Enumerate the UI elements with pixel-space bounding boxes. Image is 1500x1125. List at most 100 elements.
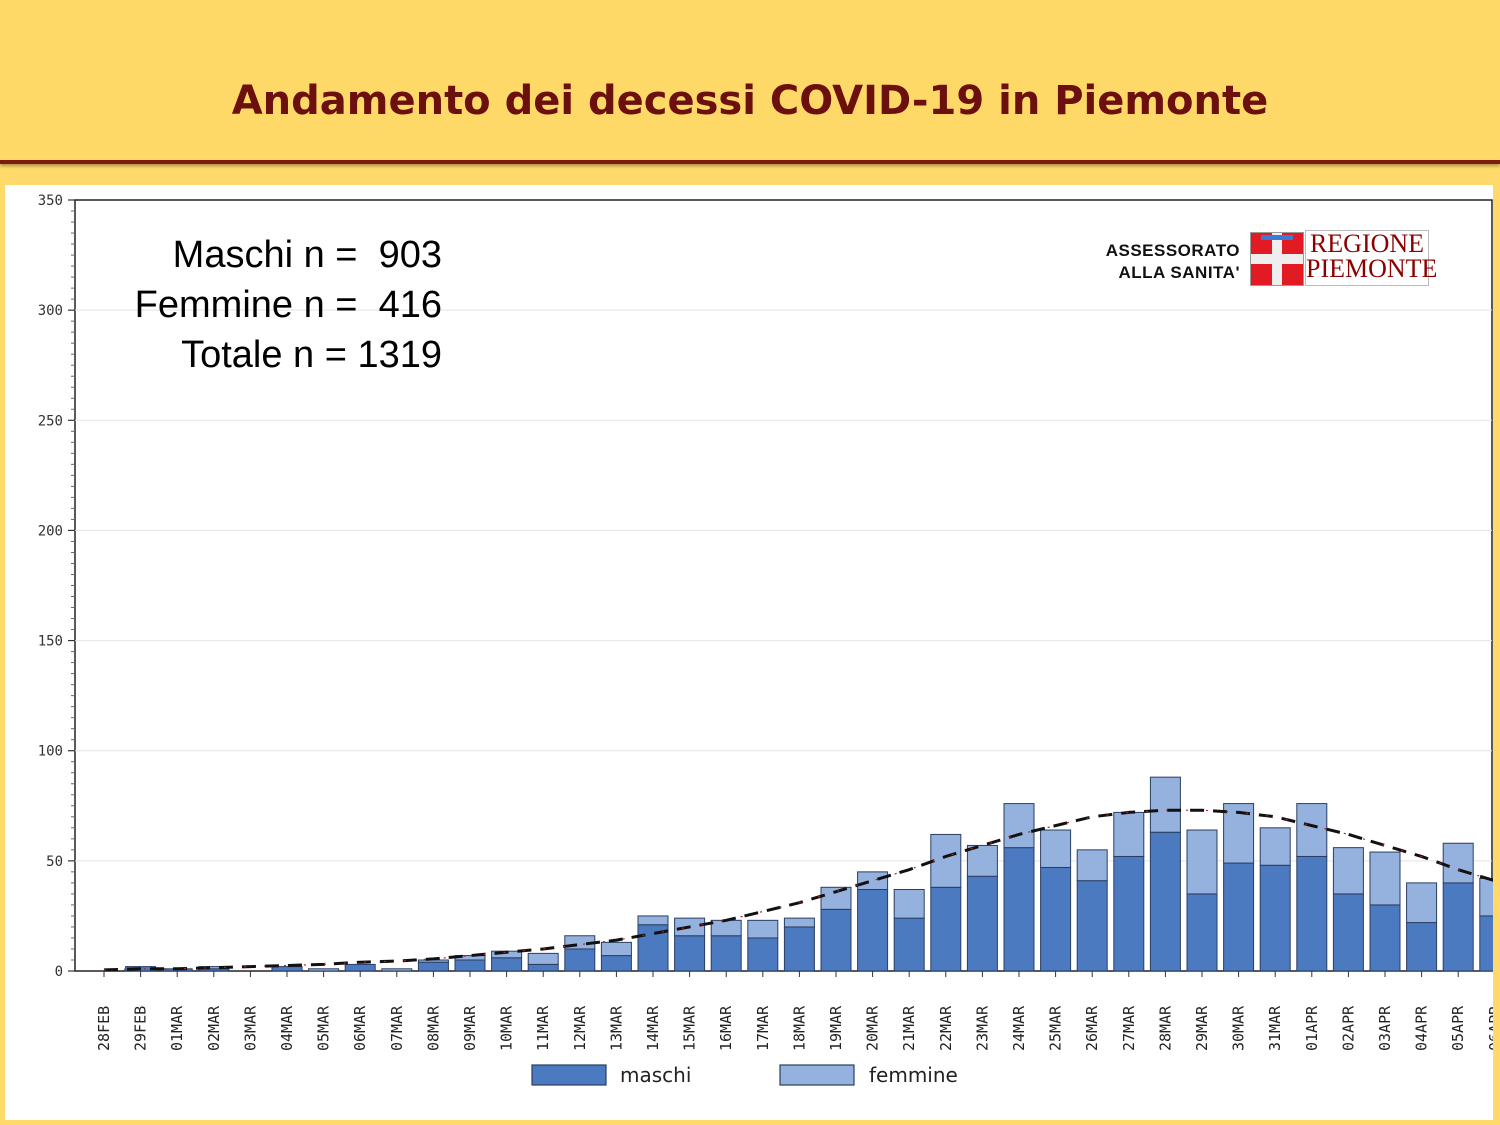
bar-femmine <box>1076 849 1108 882</box>
x-tick-label: 11MAR <box>534 1005 552 1051</box>
x-tick-label: 24MAR <box>1010 1005 1028 1051</box>
x-tick-label: 12MAR <box>571 1005 589 1051</box>
x-tick-label: 01MAR <box>168 1005 186 1051</box>
bar-maschi <box>930 886 962 972</box>
x-tick-label: 25MAR <box>1047 1005 1065 1051</box>
x-tick-label: 20MAR <box>864 1005 882 1051</box>
bar-maschi <box>1259 864 1291 972</box>
x-tick-label: 30MAR <box>1230 1005 1248 1051</box>
bar-femmine <box>710 919 742 937</box>
bar-maschi <box>1186 893 1218 972</box>
stat-femmine: Femmine n = 416 <box>134 284 442 326</box>
trend-line-dots <box>103 809 1493 971</box>
legend-swatch-maschi <box>531 1064 607 1086</box>
x-tick-label: 26MAR <box>1083 1005 1101 1051</box>
regione-wordmark: REGIONE PIEMONTE <box>1305 229 1438 286</box>
legend-label-femmine: femmine <box>869 1063 958 1087</box>
bar-maschi <box>527 963 559 972</box>
bar-femmine <box>308 968 340 972</box>
x-tick-label: 14MAR <box>644 1005 662 1051</box>
bar-maschi <box>344 963 376 972</box>
legend-label-maschi: maschi <box>620 1063 691 1087</box>
y-tick-label: 100 <box>38 744 63 760</box>
x-tick-label: 02APR <box>1339 1005 1357 1051</box>
header-divider <box>0 160 1500 164</box>
wordmark-line1: REGIONE <box>1309 229 1425 258</box>
bar-maschi <box>674 935 706 972</box>
x-tick-label: 04MAR <box>278 1005 296 1051</box>
x-tick-label: 06MAR <box>351 1005 369 1051</box>
bar-femmine <box>1003 803 1035 849</box>
x-tick-label: 27MAR <box>1120 1005 1138 1051</box>
x-tick-label: 19MAR <box>827 1005 845 1051</box>
bar-maschi <box>1113 855 1145 972</box>
plot-frame <box>74 199 1493 972</box>
bar-femmine <box>381 968 413 972</box>
x-tick-label: 02MAR <box>205 1005 223 1051</box>
x-tick-label: 07MAR <box>388 1005 406 1051</box>
wordmark-line2: PIEMONTE <box>1306 254 1438 283</box>
x-tick-label: 21MAR <box>900 1005 918 1051</box>
x-tick-label: 04APR <box>1413 1005 1431 1051</box>
bar-femmine <box>1113 811 1145 857</box>
bar-femmine <box>1259 827 1291 866</box>
x-tick-label: 29MAR <box>1193 1005 1211 1051</box>
bar-maschi <box>1479 915 1493 972</box>
x-tick-label: 17MAR <box>754 1005 772 1051</box>
bar-femmine <box>600 941 632 957</box>
bar-femmine <box>1442 842 1474 884</box>
bar-femmine <box>1040 829 1072 868</box>
x-tick-label: 28MAR <box>1156 1005 1174 1051</box>
bar-femmine <box>1149 776 1181 833</box>
bar-femmine <box>747 919 779 939</box>
x-tick-label: 28FEB <box>95 1006 113 1051</box>
bar-femmine <box>527 952 559 965</box>
page-title: Andamento dei decessi COVID-19 in Piemon… <box>231 78 1269 124</box>
bar-maschi <box>564 948 596 972</box>
stat-totale: Totale n = 1319 <box>181 334 442 376</box>
stats-box: Maschi n = 903 Femmine n = 416 Totale n … <box>60 230 442 380</box>
assessorato-line1: ASSESSORATO <box>1105 241 1240 260</box>
x-tick-label: 05MAR <box>315 1005 333 1051</box>
bar-femmine <box>1479 877 1493 917</box>
bar-maschi <box>820 908 852 972</box>
bar-femmine <box>820 886 852 910</box>
chart-panel: 0 50 100 150 200 250 300 350 28FEB 29FEB 01MAR 02MA… <box>5 185 1493 1120</box>
x-tick-label: 15MAR <box>681 1005 699 1051</box>
bar-femmine <box>893 888 925 919</box>
bar-maschi <box>857 888 889 972</box>
x-tick-label: 05APR <box>1449 1005 1467 1051</box>
bar-maschi <box>783 926 815 972</box>
bar-femmine <box>966 844 998 877</box>
x-tick-label: 23MAR <box>973 1005 991 1051</box>
bar-maschi <box>417 961 449 972</box>
x-tick-label: 10MAR <box>498 1005 516 1051</box>
deaths-chart: 0 50 100 150 200 250 300 350 28FEB 29FEB 01MAR 02MA… <box>38 193 1493 1087</box>
bar-maschi <box>1296 855 1328 972</box>
y-tick-label: 150 <box>38 634 63 650</box>
bar-maschi <box>600 955 632 972</box>
y-tick-label: 350 <box>38 193 63 209</box>
y-tick-label: 200 <box>38 523 63 539</box>
bar-maschi <box>1040 866 1072 972</box>
legend-swatch-femmine <box>779 1064 855 1086</box>
header-bar <box>0 0 1500 160</box>
bar-maschi <box>454 959 486 972</box>
bar-maschi <box>747 937 779 972</box>
bar-femmine <box>637 915 669 926</box>
y-tick-label: 300 <box>38 303 63 319</box>
x-tick-label: 01APR <box>1303 1005 1321 1051</box>
bar-femmine <box>857 871 889 890</box>
x-tick-label: 22MAR <box>937 1005 955 1051</box>
bar-femmine <box>1186 829 1218 895</box>
x-tick-label: 31MAR <box>1266 1005 1284 1051</box>
bar-femmine <box>930 833 962 888</box>
x-tick-label: 16MAR <box>717 1005 735 1051</box>
y-tick-label: 0 <box>55 964 63 980</box>
x-tick-label: 13MAR <box>607 1005 625 1051</box>
assessorato-line2: ALLA SANITA' <box>1118 263 1240 282</box>
assessorato-text: ASSESSORATO ALLA SANITA' <box>1085 240 1240 284</box>
bar-femmine <box>1406 882 1438 924</box>
bar-femmine <box>1332 847 1364 895</box>
bar-maschi <box>1003 847 1035 972</box>
